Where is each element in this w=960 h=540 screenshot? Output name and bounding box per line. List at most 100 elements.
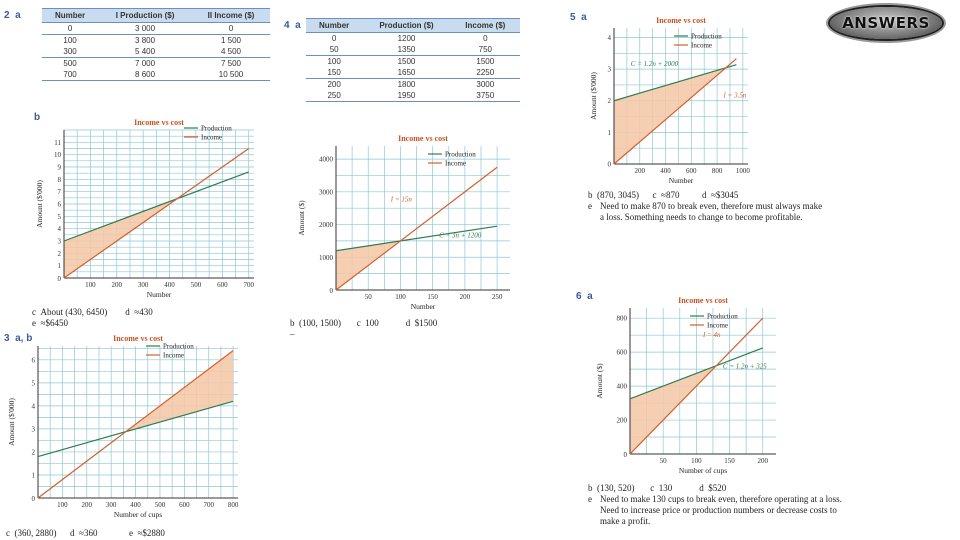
q5-answers: b (870, 3045) c ≈870 d ≈$3045 e Need to m…	[588, 190, 823, 222]
production-line	[629, 347, 763, 400]
q4-answers: b (100, 1500) c 100 d $1500 –	[290, 318, 438, 339]
x-tick-label: 50	[660, 457, 668, 465]
production-line	[335, 225, 498, 252]
x-tick-label: 100	[57, 501, 68, 509]
y-tick-label: 1	[608, 129, 612, 137]
y-tick-label: 2000	[319, 221, 334, 229]
y-axis-label: Amount ($'000)	[589, 72, 598, 120]
origin-label: 0	[330, 287, 334, 295]
x-axis-label: Number	[147, 290, 172, 299]
y-tick-label: 10	[54, 151, 62, 159]
q4-table-header: Number Production ($) Income ($)	[306, 18, 520, 33]
legend-label: Production	[163, 343, 194, 351]
y-tick-label: 7	[58, 188, 62, 196]
legend-label: Production	[201, 125, 232, 133]
chart-6: 50 100 150 200 200 400 600 800 0 Income vs cost Nu…	[595, 296, 776, 475]
origin-label: 0	[624, 451, 628, 459]
x-tick-label: 200	[112, 281, 123, 289]
y-tick-label: 1000	[319, 254, 334, 262]
x-tick-label: 700	[243, 281, 254, 289]
y-tick-label: 400	[617, 383, 628, 391]
y-tick-label: 1	[58, 262, 62, 270]
y-tick-label: 3000	[319, 188, 334, 196]
legend-label: Production	[707, 313, 738, 321]
chart-3: 100 200 300 400 500 600 700 800 1 2 3 4 5 6 0 Income vs…	[7, 334, 239, 519]
legend-label: Production	[691, 33, 722, 41]
table-row: 50 1350 750	[329, 45, 492, 54]
x-tick-label: 300	[106, 501, 117, 509]
legend-label: Income	[201, 134, 222, 142]
x-tick-label: 150	[427, 293, 438, 301]
table-row: 0 1200 0	[331, 34, 488, 43]
origin-label: 0	[58, 275, 62, 283]
x-axis-label: Number of cups	[679, 466, 727, 475]
table-row: 100 1500 1500	[306, 55, 520, 67]
chart-title: Income vs cost	[113, 334, 163, 343]
q6-answers: b (130, 520) c 130 d $520 e Need to make …	[588, 483, 842, 526]
x-tick-label: 500	[155, 501, 166, 509]
x-axis-label: Number	[669, 176, 694, 185]
x-tick-label: 200	[757, 457, 768, 465]
table-row: 300 5 400 4 500	[63, 47, 242, 56]
y-tick-label: 4	[608, 34, 612, 42]
y-tick-label: 4	[58, 225, 62, 233]
y-tick-label: 0	[608, 161, 612, 169]
table-row: 100 3 800 1 500	[42, 34, 270, 46]
y-tick-label: 800	[617, 315, 628, 323]
x-tick-label: 400	[130, 501, 141, 509]
chart-title: Income vs cost	[678, 296, 728, 305]
production-line	[37, 400, 234, 458]
y-tick-label: 200	[617, 417, 628, 425]
y-tick-label: 4000	[319, 156, 334, 164]
answers-logo: ANSWERS	[830, 7, 942, 39]
legend-label: Income	[445, 160, 466, 168]
table-row: 200 1800 3000	[306, 78, 520, 90]
chart-title: Income vs cost	[656, 16, 706, 25]
q2-part-b: b	[34, 112, 41, 123]
y-axis-label: Amount ($'000)	[7, 398, 16, 446]
legend-label: Income	[691, 42, 712, 50]
x-tick-label: 100	[395, 293, 406, 301]
y-tick-label: 600	[617, 349, 628, 357]
legend-label: Production	[445, 151, 476, 159]
x-tick-label: 200	[82, 501, 93, 509]
x-axis-label: Number of cups	[114, 510, 162, 519]
origin-label: 0	[32, 495, 36, 503]
x-tick-label: 600	[179, 501, 190, 509]
y-tick-label: 1	[32, 471, 36, 479]
x-tick-label: 500	[191, 281, 202, 289]
y-tick-label: 9	[58, 164, 62, 172]
y-tick-label: 3	[32, 425, 36, 433]
y-tick-label: 6	[58, 201, 62, 209]
legend-label: Income	[163, 352, 184, 360]
x-tick-label: 600	[686, 167, 697, 175]
line-annotation: C = 1.2n + 325	[723, 362, 767, 370]
q3-answers: c (360, 2880) d ≈360 e ≈$2880	[6, 528, 165, 538]
y-tick-label: 4	[32, 402, 36, 410]
shaded-region	[614, 67, 727, 164]
income-line	[63, 148, 250, 279]
y-tick-label: 3	[58, 238, 62, 246]
q2-answers: c About (430, 6450) d ≈430 e ≈$6450	[32, 307, 153, 328]
table-row: 250 1950 3750	[327, 91, 495, 100]
chart-2b: 100 200 300 400 500 600 700 1 2 3 4 5 6 7 8 9 10 11 0 Incom…	[35, 118, 254, 299]
x-tick-label: 800	[228, 501, 239, 509]
y-tick-label: 2	[32, 448, 36, 456]
income-line	[629, 317, 764, 455]
x-tick-label: 700	[203, 501, 214, 509]
line-annotation: I = 4n	[702, 331, 721, 339]
income-line	[335, 166, 498, 291]
x-tick-label: 100	[85, 281, 96, 289]
q5-number: 5 a	[570, 12, 587, 23]
q4-number: 4 a	[284, 20, 301, 31]
x-axis-label: Number	[411, 302, 436, 311]
income-line	[613, 58, 737, 165]
production-line	[63, 171, 249, 242]
y-tick-label: 11	[54, 139, 61, 147]
chart-5: 200 400 600 800 1000 0 1 2 3 4 Income vs cost Numbe…	[589, 16, 750, 185]
x-tick-label: 800	[712, 167, 723, 175]
x-tick-label: 300	[138, 281, 149, 289]
logo-text: ANSWERS	[842, 14, 930, 32]
x-tick-label: 100	[691, 457, 702, 465]
y-tick-label: 6	[32, 356, 36, 364]
